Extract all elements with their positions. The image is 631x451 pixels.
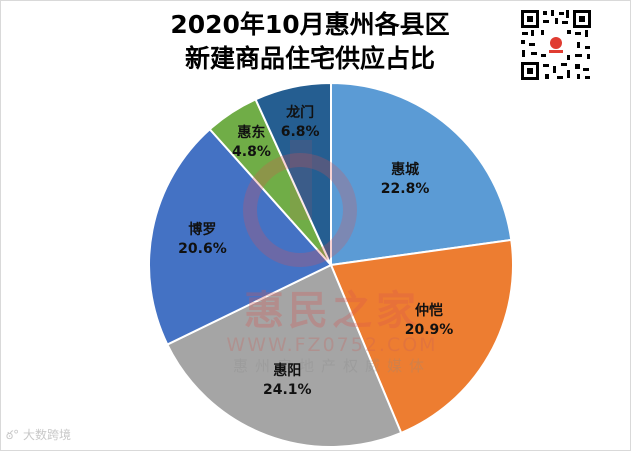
data-label-value: 24.1% [262,381,312,398]
data-label-category: 惠城 [391,161,420,178]
data-label-category: 惠东 [237,125,266,142]
data-label-value: 22.8% [380,180,430,197]
watermark: 惠民之家 WWW.FZ0752.COM 惠州房地产权威媒体 [222,288,442,376]
data-label: 博罗 20.6% [178,221,227,259]
qr-code-icon [519,8,593,82]
data-label: 惠城 22.8% [381,161,430,199]
weibo-icon: ఠ° [6,428,20,442]
footer-text: 大数跨境 [22,428,71,442]
pie-slice-6 [254,81,332,266]
data-label-category: 龙门 [286,104,315,121]
data-label-value: 6.8% [280,123,320,140]
chart-title-line2: 新建商品住宅供应占比 [184,44,435,73]
chart-title: 2020年10月惠州各县区 新建商品住宅供应占比 [150,8,470,76]
data-label: 龙门 6.8% [281,104,320,142]
chart-title-line1: 2020年10月惠州各县区 [170,10,450,39]
pie-slice-2 [329,238,514,435]
data-label: 仲恺 20.9% [405,302,454,340]
pie-slice-3 [165,263,403,448]
data-label-category: 博罗 [188,221,217,238]
watermark-tagline: 惠州房地产权威媒体 [232,357,431,375]
data-label: 惠阳 24.1% [263,362,312,400]
data-label-category: 惠阳 [273,362,302,379]
data-label: 惠东 4.8% [232,124,271,162]
pie-slice-4 [148,127,333,346]
data-label-value: 20.9% [404,321,454,338]
pie-slice-1 [330,81,513,267]
data-label-value: 4.8% [232,144,271,161]
data-label-value: 20.6% [178,240,227,257]
footer-source: ఠ° 大数跨境 [6,426,71,445]
watermark-url: WWW.FZ0752.COM [226,334,438,356]
watermark-brand: 惠民之家 [244,288,420,334]
data-label-category: 仲恺 [415,302,444,319]
